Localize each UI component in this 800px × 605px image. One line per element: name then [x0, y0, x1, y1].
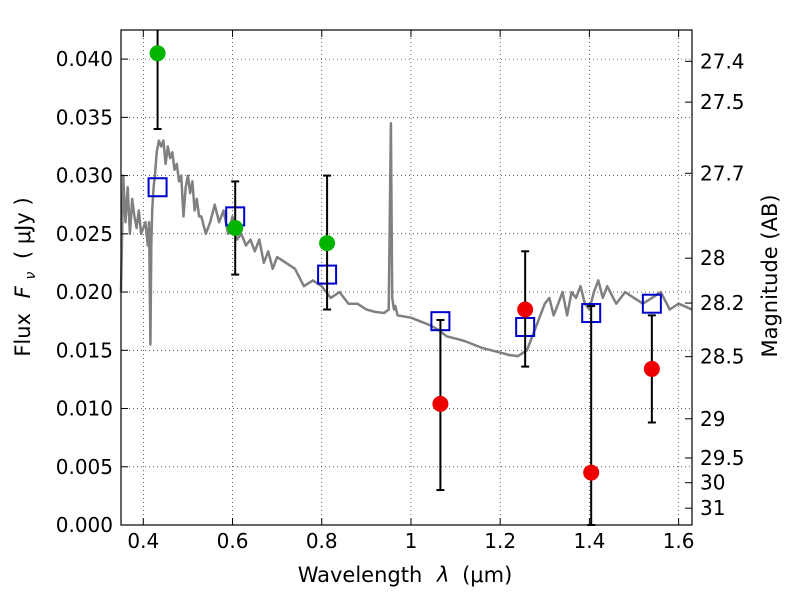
x-tick-label: 1.2 [484, 529, 516, 553]
observed-flux-point [432, 395, 449, 412]
x-tick-label: 0.4 [127, 529, 159, 553]
x-tick-label: 1.6 [663, 529, 695, 553]
model-flux-square [641, 293, 662, 314]
y2-tick-label: 29 [700, 407, 725, 431]
x-axis-label: Wavelength λ (μm) [298, 563, 513, 587]
grid-lines [121, 30, 692, 526]
axis-ticks: 0.4 0.6 0.8 1 1.2 1.4 1.6 0.000 0.005 0.010 0.015 0… [56, 30, 745, 553]
plot-frame [120, 29, 693, 526]
x-tick-label: 1.4 [573, 529, 605, 553]
y-axis-label: Flux F ν ( μJy ) [11, 197, 40, 356]
observed-flux-point [319, 235, 336, 252]
y-axis-label-text: Flux [11, 313, 35, 357]
y2-axis-label: Magnitude (AB) [758, 194, 782, 357]
observed-flux-point [517, 301, 534, 318]
y-tick-label: 0.040 [56, 47, 113, 71]
y-axis-label-symbol: F [11, 285, 35, 298]
x-tick-label: 0.6 [217, 529, 249, 553]
y-tick-label: 0.035 [56, 105, 113, 129]
plot-area [119, 30, 693, 526]
y-tick-label: 0.015 [56, 338, 113, 362]
y-tick-label: 0.030 [56, 164, 113, 188]
y-axis-label-subscript: ν [23, 272, 39, 280]
x-axis-label-symbol: λ [436, 563, 449, 587]
y2-tick-label: 27.4 [700, 49, 745, 73]
model-flux-square [147, 177, 168, 198]
y2-tick-label: 27.7 [700, 161, 745, 185]
y2-tick-label: 28.5 [700, 345, 745, 369]
y-axis-label-unit: ( μJy ) [11, 197, 35, 259]
y-tick-label: 0.010 [56, 397, 113, 421]
y-tick-label: 0.005 [56, 455, 113, 479]
observed-flux-point [149, 45, 166, 62]
observed-flux-point [643, 360, 660, 377]
observed-flux-point [583, 464, 600, 481]
x-axis-label-text: Wavelength [298, 563, 423, 587]
y-tick-label: 0.020 [56, 280, 113, 304]
observed-flux-point [227, 220, 244, 236]
y2-tick-label: 28 [700, 246, 725, 270]
y2-tick-label: 31 [700, 496, 725, 520]
x-axis-label-unit: (μm) [462, 563, 512, 587]
model-spectrum-line [119, 121, 693, 358]
y2-tick-label: 28.2 [700, 291, 745, 315]
x-tick-label: 0.8 [306, 529, 338, 553]
y2-tick-label: 29.5 [700, 446, 745, 470]
y-tick-label: 0.025 [56, 222, 113, 246]
x-tick-label: 1 [405, 529, 418, 553]
y-tick-label: 0.000 [56, 513, 113, 537]
y2-tick-label: 30 [700, 471, 725, 495]
y2-tick-label: 27.5 [700, 90, 745, 114]
